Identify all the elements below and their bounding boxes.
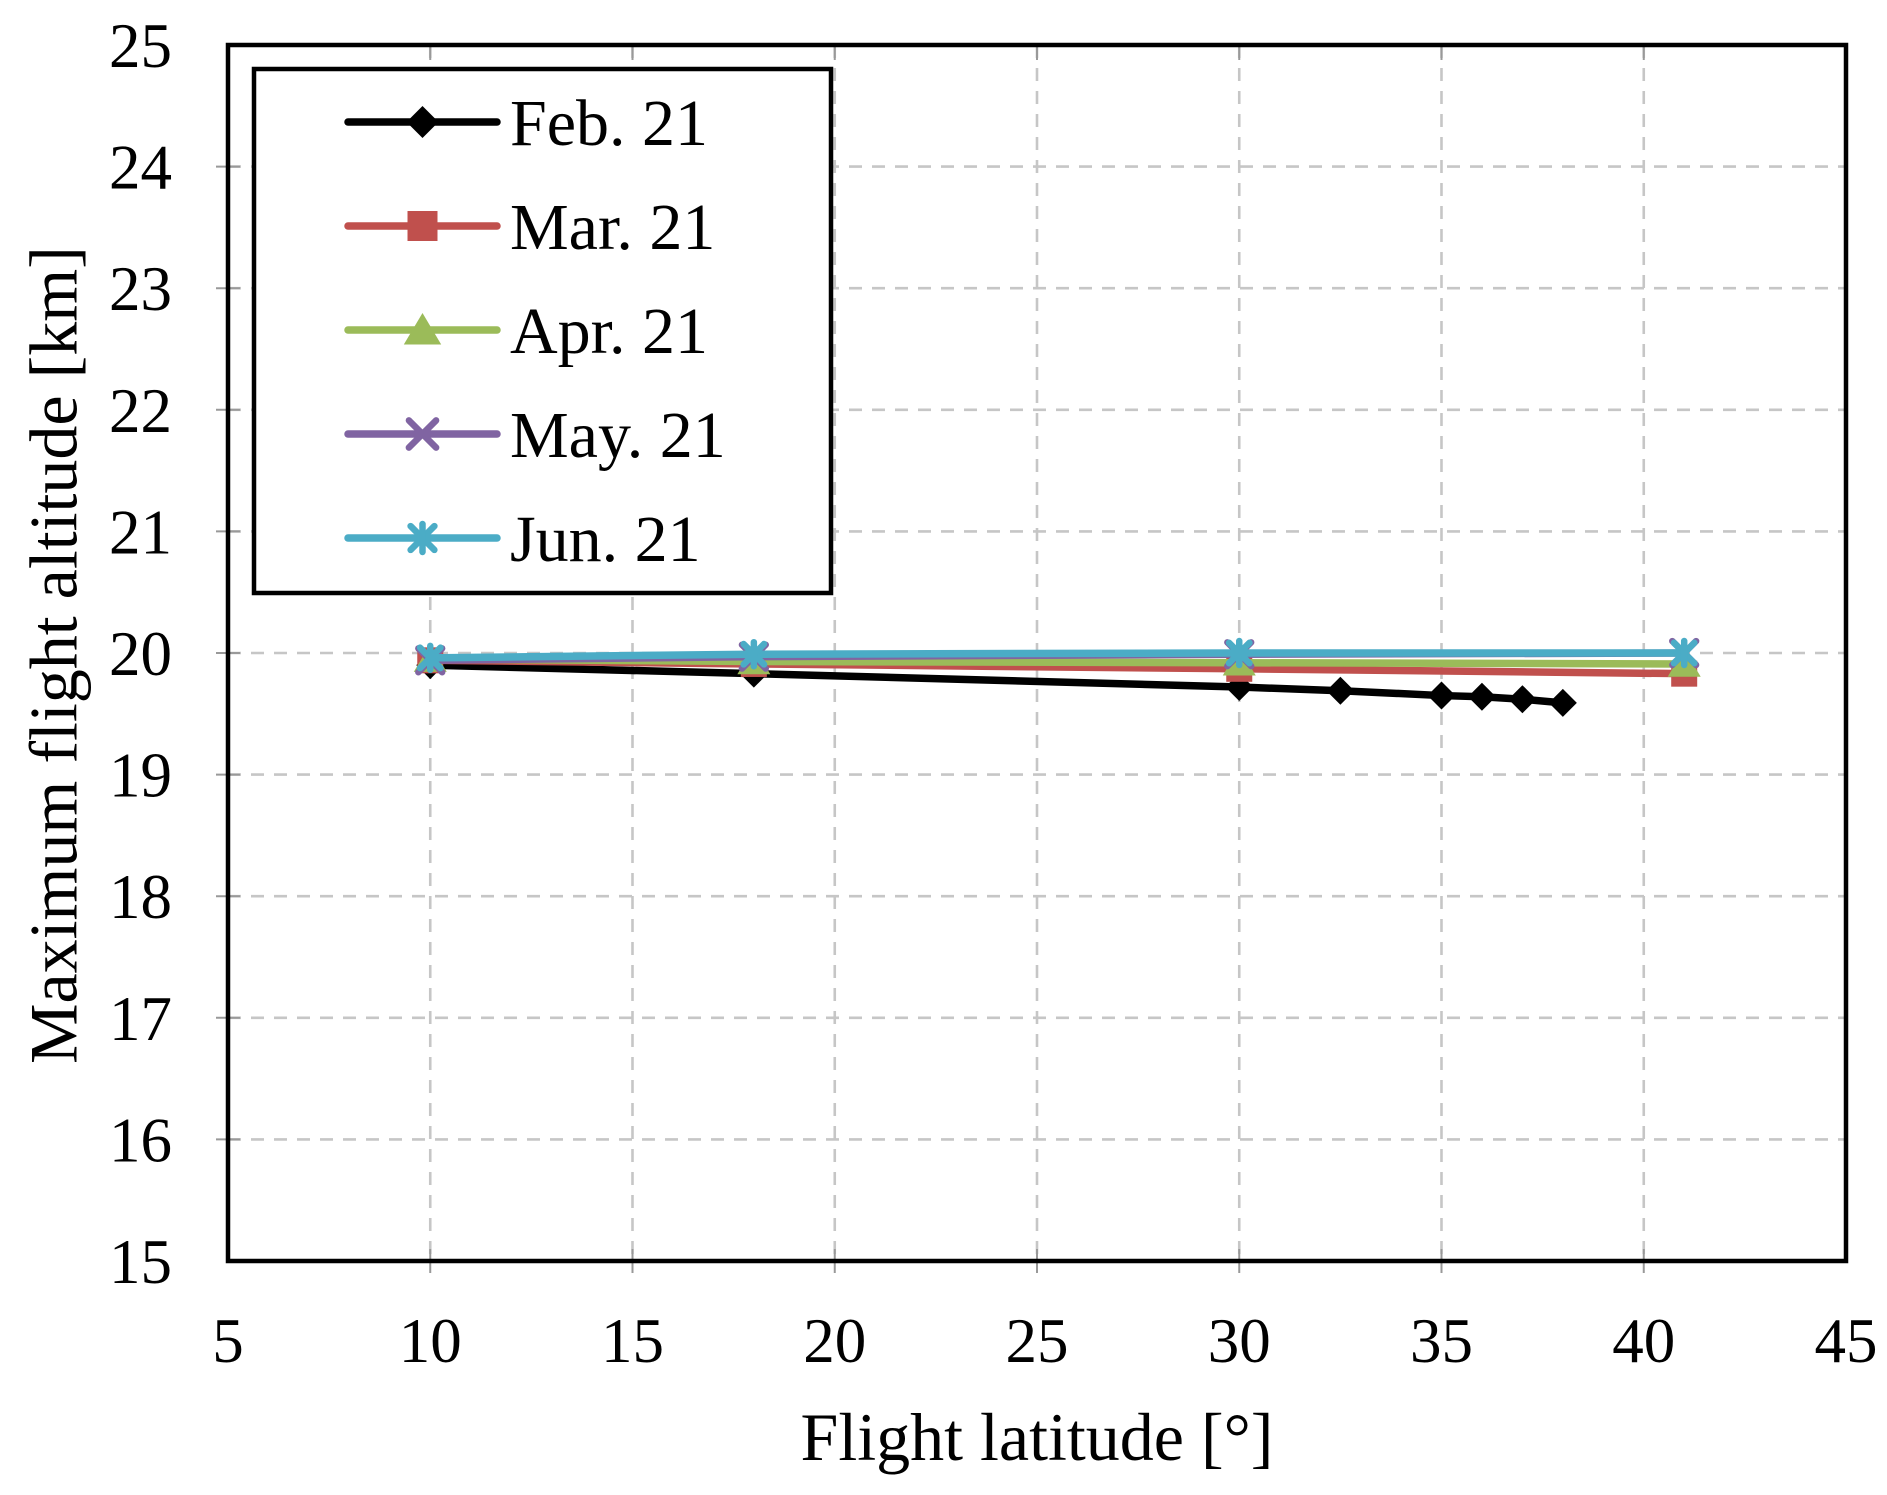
plot-border (225, 42, 1849, 1264)
marker-star (1225, 637, 1253, 669)
y-tick-label: 15 (109, 1227, 172, 1297)
marker-star (1670, 637, 1698, 669)
legend-item-may-21: May. 21 (344, 399, 726, 472)
x-tick-label: 40 (1612, 1306, 1675, 1376)
marker-star (407, 520, 438, 556)
x-tick-label: 5 (212, 1306, 244, 1376)
marker-diamond (406, 106, 439, 138)
legend-item-feb-21: Feb. 21 (344, 87, 708, 160)
y-tick-label: 23 (109, 254, 172, 324)
series-line-jun-21 (426, 649, 1688, 662)
marker-square (407, 211, 438, 241)
y-tick-label: 18 (109, 862, 172, 932)
legend-label: Feb. 21 (510, 87, 708, 160)
y-tick-label: 17 (109, 984, 172, 1054)
x-tick-label: 30 (1208, 1306, 1271, 1376)
legend-label: Apr. 21 (510, 295, 708, 368)
x-tick-label: 45 (1815, 1306, 1878, 1376)
y-tick-label: 22 (109, 376, 172, 446)
marker-star (416, 642, 444, 674)
legend-item-mar-21: Mar. 21 (344, 191, 715, 264)
legend-item-apr-21: Apr. 21 (344, 295, 708, 368)
marker-star (740, 638, 768, 670)
x-tick-label: 35 (1410, 1306, 1473, 1376)
legend-label: May. 21 (510, 399, 726, 472)
x-tick-label: 25 (1006, 1306, 1069, 1376)
marker-triangle (403, 313, 442, 345)
y-tick-label: 19 (109, 741, 172, 811)
x-tick-label: 20 (803, 1306, 866, 1376)
x-tick-label: 10 (399, 1306, 462, 1376)
legend-item-jun-21: Jun. 21 (344, 503, 701, 576)
y-tick-label: 25 (109, 11, 172, 81)
y-tick-label: 24 (109, 133, 172, 203)
y-tick-label: 21 (109, 497, 172, 567)
marker-diamond (1548, 688, 1577, 717)
y-tick-label: 20 (109, 619, 172, 689)
y-axis-title: Maximum flight altitude [km] (15, 246, 92, 1064)
x-axis-title: Flight latitude [°] (800, 1399, 1274, 1475)
x-tick-label: 15 (601, 1306, 664, 1376)
marker-diamond (1326, 676, 1355, 705)
marker-x (405, 417, 440, 451)
y-tick-label: 16 (109, 1105, 172, 1175)
marker-diamond (1427, 681, 1456, 710)
marker-diamond (1467, 682, 1496, 711)
legend-label: Mar. 21 (510, 191, 715, 264)
marker-diamond (1508, 685, 1537, 714)
legend: Feb. 21 Mar. 21 Apr. 21 May. 21 Jun. 21 (251, 66, 834, 596)
legend-label: Jun. 21 (510, 503, 701, 576)
